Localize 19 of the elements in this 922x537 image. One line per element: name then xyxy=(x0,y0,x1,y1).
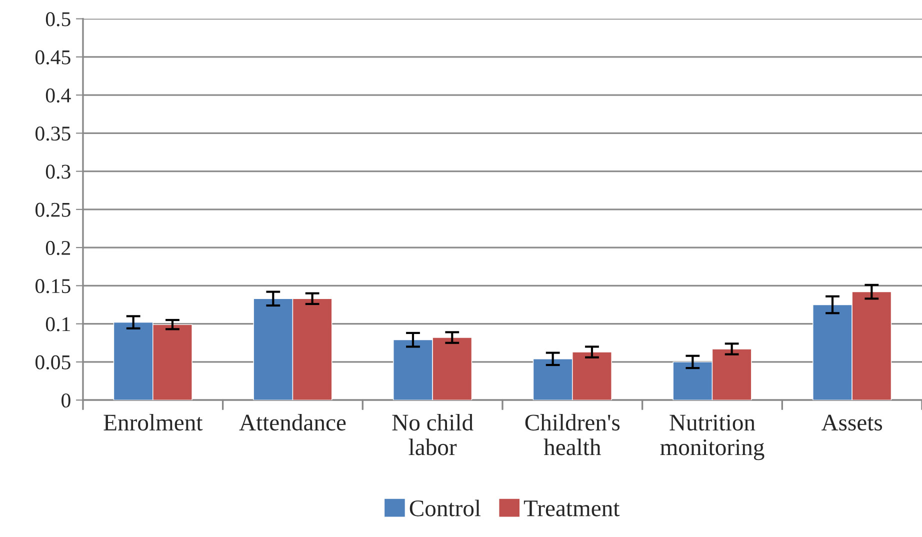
x-tick-label: Children's health xyxy=(525,414,620,456)
x-tick-label: Attendance xyxy=(239,414,346,431)
y-tick-label: 0.3 xyxy=(46,164,70,179)
x-tick-label: Enrolment xyxy=(104,414,203,431)
y-tick-label: 0.25 xyxy=(36,202,70,217)
y-tick-label: 0.05 xyxy=(36,355,70,370)
legend-label: Treatment xyxy=(524,500,620,516)
y-tick-label: 0.35 xyxy=(36,126,70,141)
y-tick-label: 0.2 xyxy=(46,240,70,256)
y-tick-label: 0.45 xyxy=(36,50,70,64)
y-tick-label: 0 xyxy=(62,393,70,408)
x-tick-label: Assets xyxy=(821,414,882,431)
x-tick-label: Nutrition monitoring xyxy=(660,414,764,460)
x-tick-label: No child labor xyxy=(392,414,474,456)
y-tick-label: 0.1 xyxy=(46,317,70,332)
y-tick-label: 0.15 xyxy=(36,279,70,294)
y-tick-label: 0.4 xyxy=(46,88,71,103)
y-tick-label: 0.5 xyxy=(46,12,70,26)
legend-label: Control xyxy=(410,500,481,516)
